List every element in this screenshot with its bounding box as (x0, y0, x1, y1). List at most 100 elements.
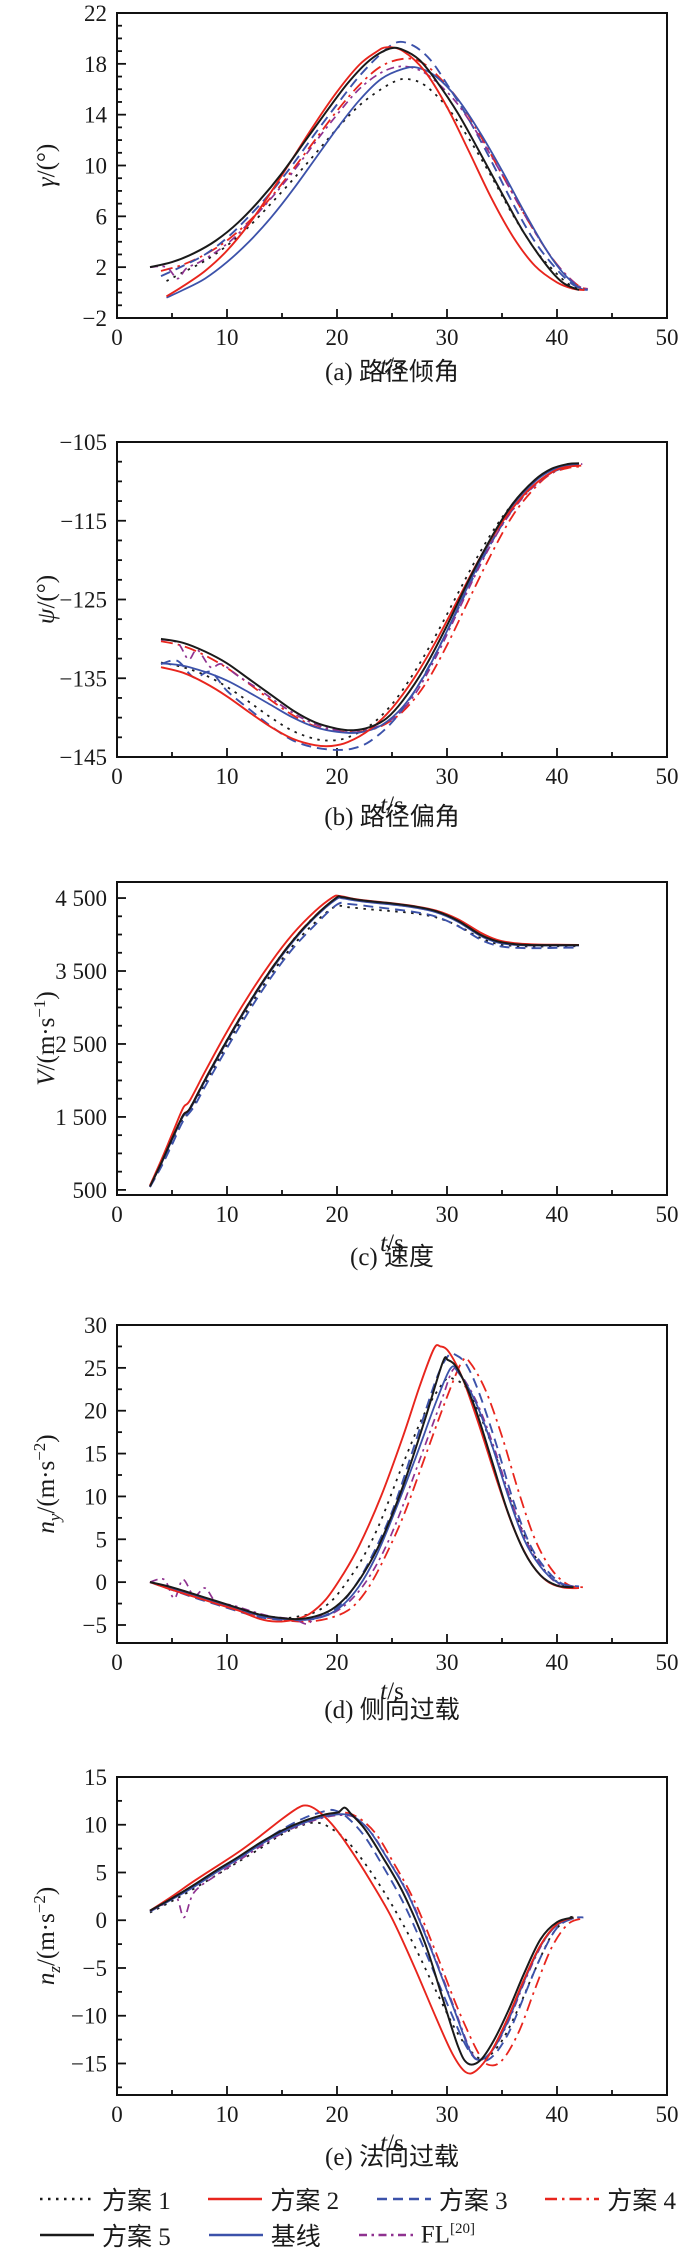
charts-stack: 0 10 20 30 40 50 −2 2 6 10 14 18 22 t/s γ/(°) (a) 路径倾角 0… (0, 0, 700, 2175)
legend-item-s1: 方案 1 (38, 2181, 171, 2217)
y-tick-label: 500 (73, 1178, 108, 1203)
y-tick-label: 3 500 (55, 959, 107, 984)
series-s6 (149, 1813, 574, 2061)
y-tick-label: 0 (96, 1908, 108, 1933)
x-axis-label: t/s (380, 792, 404, 819)
series-s2 (149, 894, 580, 1186)
plot-frame (116, 441, 668, 758)
x-axis-label: t/s (380, 1678, 404, 1705)
y-tick-label: −5 (83, 1956, 107, 1981)
x-tick-label: 0 (111, 1202, 123, 1227)
x-tick-label: 50 (656, 2102, 679, 2127)
y-tick-label: 10 (84, 1484, 107, 1509)
legend-line-sample-solid (208, 2233, 263, 2237)
x-tick-label: 10 (216, 325, 239, 350)
y-tick-label: −15 (71, 2051, 107, 2076)
y-tick-label: 15 (84, 1442, 107, 1467)
x-tick-label: 20 (326, 764, 349, 789)
legend-item-label: 方案 2 (270, 2188, 340, 2215)
legend-item-s2: 方案 2 (206, 2181, 339, 2217)
legend-item-s6: 基线 (207, 2217, 321, 2253)
x-axis-label: t/s (380, 353, 404, 380)
y-tick-label: −125 (60, 588, 107, 613)
x-tick-label: 30 (436, 764, 459, 789)
chart-caption-c: (c) 速度 (350, 1243, 434, 1271)
series-s3 (160, 463, 583, 751)
series-s5 (149, 46, 580, 291)
x-tick-label: 0 (111, 1650, 123, 1675)
x-tick-label: 40 (546, 764, 569, 789)
series-s5 (160, 462, 580, 732)
y-tick-label: −2 (83, 306, 107, 331)
legend-line-sample-dot (40, 2197, 94, 2201)
legend-item-label: FL[20] (420, 2220, 475, 2249)
x-tick-label: 50 (656, 764, 679, 789)
y-tick-label: 1 500 (55, 1105, 107, 1130)
x-axis-label: t/s (380, 1230, 404, 1257)
series-s3 (160, 40, 585, 290)
chart-caption-d: (d) 侧向过载 (324, 1696, 459, 1724)
series-s7 (149, 1814, 574, 2061)
y-tick-label: 18 (84, 52, 107, 77)
y-tick-label: −105 (60, 430, 107, 455)
series-s1 (160, 463, 580, 742)
series-s7 (149, 896, 579, 1187)
y-tick-label: 14 (84, 103, 108, 128)
legend-line-sample-solid (208, 2197, 263, 2201)
chart-d-plot: 0 10 20 30 40 50−5051015202530t/sny/(m·s−2)(d… (30, 1313, 679, 1724)
series-s2 (166, 46, 585, 298)
series-s2 (149, 1344, 580, 1623)
legend-line-sample-solid (40, 2233, 94, 2237)
legend-item-label: 方案 1 (102, 2188, 171, 2215)
chart-block-c: 0 10 20 30 40 50 500 1 500 2 500 3 500 4 500 t/s V/(… (0, 835, 700, 1275)
legend-item-label: 方案 3 (438, 2188, 508, 2215)
series-s6 (160, 463, 580, 734)
y-tick-label: 10 (84, 154, 107, 179)
chart-caption-e: (e) 法向过载 (325, 2143, 459, 2171)
series-s2 (160, 464, 582, 748)
series-s5 (149, 1356, 574, 1621)
chart-block-a: 0 10 20 30 40 50 −2 2 6 10 14 18 22 t/s γ/(°) (a) 路径倾角 (0, 0, 700, 390)
chart-c-plot: 0 10 20 30 40 50 500 1 500 2 500 3 500 4 500 t/s V/(… (30, 881, 679, 1271)
x-tick-label: 30 (436, 1650, 459, 1675)
y-tick-label: 5 (96, 1527, 108, 1552)
chart-b-plot: 0 10 20 30 40 50 −145 −135 −125 −115 −105 t/s ψ/(°) (… (33, 430, 679, 831)
chart-caption-a: (a) 路径倾角 (325, 358, 459, 386)
chart-block-e: 0 10 20 30 40 50 −15 −10 −5 0 5 10 15 t/s nz/(m·s−2) (e… (0, 1728, 700, 2175)
x-tick-label: 0 (111, 2102, 123, 2127)
y-tick-label: 4 500 (55, 886, 107, 911)
legend: 方案 1 方案 2 方案 3 方案 4 方案 5 基线 FL[20] (0, 2175, 700, 2258)
x-tick-label: 40 (546, 1202, 569, 1227)
series-s4 (149, 896, 580, 1187)
y-tick-label: −5 (83, 1613, 107, 1638)
x-tick-label: 0 (111, 764, 123, 789)
y-tick-label: −135 (60, 666, 107, 691)
x-axis-label: t/s (380, 2130, 404, 2157)
y-axis-label: ψ/(°) (33, 575, 60, 624)
legend-item-s4: 方案 4 (543, 2181, 676, 2217)
series-s1 (166, 77, 580, 290)
plot-frame (116, 881, 668, 1196)
x-tick-label: 50 (656, 1202, 679, 1227)
series-s7 (149, 1367, 574, 1625)
y-tick-label: 2 (96, 255, 108, 280)
x-tick-label: 20 (326, 2102, 349, 2127)
y-tick-label: 15 (84, 1765, 107, 1790)
x-tick-label: 20 (326, 1202, 349, 1227)
legend-item-label: 方案 4 (607, 2188, 676, 2215)
series-s4 (149, 1811, 584, 2067)
y-tick-label: −115 (60, 509, 107, 534)
series-s1 (149, 1376, 580, 1620)
y-tick-label: 0 (96, 1570, 108, 1595)
x-tick-label: 40 (546, 2102, 569, 2127)
legend-line-sample-dashdot (545, 2197, 600, 2201)
series-s4 (149, 1356, 584, 1623)
y-tick-label: 5 (96, 1860, 108, 1885)
chart-block-b: 0 10 20 30 40 50 −145 −135 −125 −115 −105 t/s ψ/(°) (… (0, 390, 700, 835)
x-tick-label: 50 (656, 1650, 679, 1675)
chart-caption-b: (b) 路径偏角 (324, 803, 459, 831)
chart-a-plot: 0 10 20 30 40 50 −2 2 6 10 14 18 22 t/s γ/(°) (a) 路径倾角 (33, 1, 679, 386)
y-axis-label: nz/(m·s−2) (30, 1887, 64, 1985)
legend-item-s3: 方案 3 (375, 2181, 508, 2217)
series-s1 (149, 904, 580, 1188)
